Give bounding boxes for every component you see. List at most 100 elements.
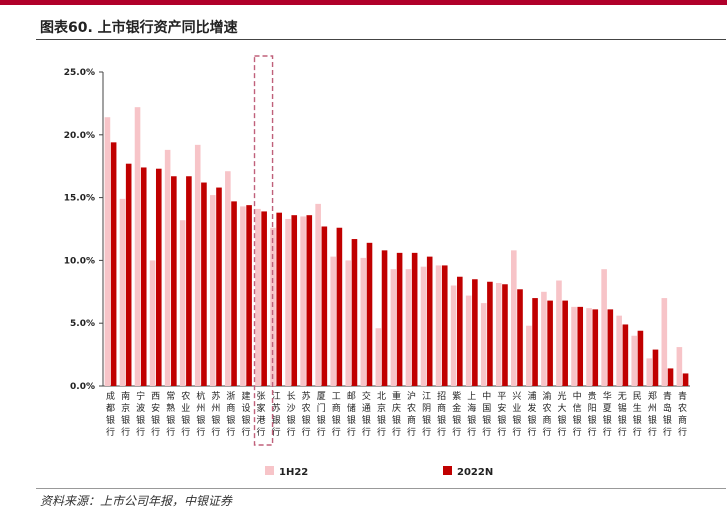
y-tick-label: 10.0% — [64, 256, 95, 266]
bar-2022n — [562, 300, 568, 386]
y-tick-label: 25.0% — [64, 68, 95, 78]
bar-1h22 — [420, 266, 427, 386]
bar-1h22 — [435, 265, 442, 386]
bar-2022n — [637, 330, 644, 386]
category-label: 中信银行 — [573, 390, 582, 438]
category-label: 民生银行 — [633, 391, 642, 438]
bar-1h22 — [209, 195, 216, 386]
bar-2022n — [110, 142, 117, 386]
y-tick-label: 15.0% — [64, 194, 95, 204]
bar-1h22 — [134, 107, 141, 387]
bar-2022n — [472, 279, 478, 386]
bar-2022n — [607, 309, 614, 386]
category-label: 浙商银行 — [226, 390, 235, 438]
bar-2022n — [201, 182, 207, 386]
bar-1h22 — [390, 269, 397, 386]
category-labels: 成都银行南京银行宁波银行西安银行常熟银行农业银行杭州银行苏州银行浙商银行建设银行… — [106, 55, 687, 446]
category-label: 上海银行 — [467, 391, 476, 438]
bar-1h22 — [495, 283, 502, 386]
category-label: 招商银行 — [437, 390, 446, 438]
bar-2022n — [306, 215, 313, 386]
bar-2022n — [276, 212, 282, 386]
legend-swatch-1h22 — [265, 466, 274, 475]
bar-2022n — [246, 205, 252, 386]
bar-2022n — [592, 309, 599, 386]
bar-2022n — [261, 211, 267, 386]
bar-2022n — [336, 227, 343, 386]
y-tick-label: 20.0% — [64, 131, 95, 141]
bar-1h22 — [405, 269, 412, 386]
legend-label-2022n: 2022N — [457, 467, 493, 478]
bar-2022n — [155, 168, 162, 386]
bar-2022n — [517, 289, 523, 386]
top-accent-bar — [0, 0, 727, 5]
bar-1h22 — [330, 256, 336, 386]
bar-2022n — [441, 265, 448, 386]
bar-2022n — [457, 276, 463, 386]
bar-2022n — [426, 256, 433, 386]
category-label: 北京银行 — [377, 391, 386, 438]
bar-1h22 — [149, 260, 156, 386]
bar-2022n — [622, 324, 629, 386]
bar-1h22 — [345, 260, 352, 386]
bar-1h22 — [541, 291, 547, 386]
bar-1h22 — [450, 285, 457, 386]
category-label: 建设银行 — [241, 390, 250, 438]
bar-2022n — [231, 201, 237, 386]
bar-1h22 — [225, 171, 231, 386]
highlight-box — [253, 55, 274, 446]
bar-1h22 — [194, 144, 201, 386]
category-label: 邮储银行 — [347, 390, 356, 438]
bar-2022n — [652, 349, 659, 386]
bar-1h22 — [240, 206, 246, 386]
category-label: 成都银行 — [106, 390, 115, 438]
bar-1h22 — [255, 208, 261, 386]
category-label: 渝农商行 — [543, 390, 552, 438]
category-label: 交通银行 — [362, 390, 371, 438]
category-label: 无锡银行 — [618, 391, 627, 438]
category-label: 沪农商行 — [407, 390, 416, 438]
category-label: 浦发银行 — [527, 390, 536, 438]
bar-1h22 — [285, 218, 291, 386]
bar-2022n — [487, 281, 493, 386]
bar-2022n — [381, 250, 388, 386]
legend-swatch-2022n — [443, 466, 452, 475]
category-label: 农业银行 — [181, 390, 190, 438]
bar-2022n — [366, 242, 373, 386]
bar-1h22 — [526, 325, 532, 386]
legend-label-1h22: 1H22 — [279, 467, 308, 478]
bar-1h22 — [300, 216, 306, 386]
category-label: 青农商行 — [678, 390, 687, 438]
category-label: 郑州银行 — [648, 390, 657, 438]
bar-2022n — [291, 215, 298, 386]
category-label: 重庆银行 — [392, 390, 401, 438]
bar-1h22 — [631, 335, 638, 386]
bar-1h22 — [556, 280, 562, 386]
category-label: 紫金银行 — [452, 391, 461, 438]
category-label: 平安银行 — [497, 391, 506, 438]
title-divider — [36, 39, 726, 40]
category-label: 厦门银行 — [317, 391, 326, 438]
category-label: 中国银行 — [482, 390, 491, 438]
bar-1h22 — [315, 203, 321, 386]
legend: 1H22 2022N — [265, 466, 493, 478]
chart-title: 图表60. 上市银行资产同比增速 — [40, 20, 238, 36]
category-label: 杭州银行 — [196, 390, 205, 438]
bar-2022n — [396, 252, 403, 386]
source-note: 资料来源：上市公司年报，中银证券 — [40, 494, 233, 508]
bar-1h22 — [616, 315, 622, 386]
bar-1h22 — [661, 298, 668, 386]
y-tick-label: 0.0% — [70, 382, 95, 392]
footer-divider — [36, 488, 726, 489]
bar-1h22 — [179, 220, 186, 386]
y-tick-label: 5.0% — [70, 319, 95, 329]
category-label: 工商银行 — [332, 392, 341, 438]
bar-1h22 — [586, 308, 592, 386]
y-axis-ticks: 0.0% 5.0% 10.0% 15.0% 20.0% 25.0% — [64, 68, 690, 392]
category-label: 南京银行 — [121, 390, 130, 438]
bar-1h22 — [646, 358, 653, 386]
bar-1h22 — [480, 303, 487, 386]
category-label: 长沙银行 — [287, 390, 296, 438]
category-label: 张家港行 — [257, 391, 266, 438]
